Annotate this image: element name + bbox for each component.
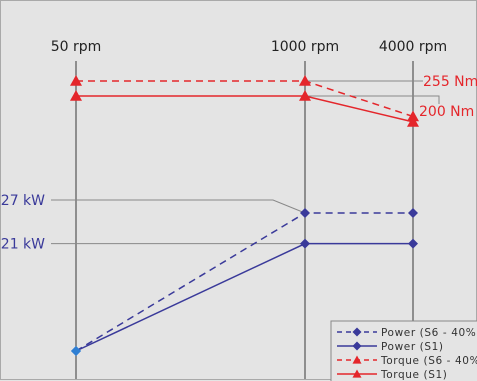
legend-triangle-marker: [352, 369, 362, 378]
series-markers: [70, 75, 419, 356]
power-marker: [300, 238, 310, 249]
legend-label: Torque (S6 - 40%): [380, 355, 477, 367]
rpm-tick-label: 50 rpm: [51, 39, 102, 55]
torque-marker: [299, 90, 311, 101]
torque-marker: [407, 110, 419, 122]
value-leader-lines: [51, 80, 440, 245]
series-line-2: [76, 80, 414, 118]
legend-diamond-marker: [352, 341, 362, 351]
torque-s1-value-label: 200 Nm: [419, 104, 474, 120]
power-origin-marker: [71, 346, 81, 356]
legend-label: Torque (S1): [380, 369, 447, 381]
rpm-tick-label: 1000 rpm: [271, 39, 339, 55]
torque-marker: [299, 75, 311, 86]
legend-diamond-marker: [352, 327, 362, 337]
legend: Power (S6 - 40%) Power (S1) Torque (S6 - 4…: [330, 320, 477, 381]
power-s6-value-label: 27 kW: [1, 193, 45, 209]
power-s1-value-label: 21 kW: [1, 237, 45, 253]
leader-27: [51, 199, 306, 214]
torque-marker: [70, 90, 82, 101]
series-lines: [75, 80, 414, 352]
leader-200: [305, 95, 440, 104]
legend-triangle-marker: [352, 355, 362, 364]
legend-label: Power (S6 - 40%): [381, 327, 477, 339]
torque-marker: [407, 115, 419, 127]
legend-label: Power (S1): [381, 341, 444, 353]
power-marker: [408, 208, 418, 218]
rpm-tick-labels: 50 rpm 1000 rpm 4000 rpm: [51, 39, 447, 55]
rpm-tick-label: 4000 rpm: [379, 39, 447, 55]
value-labels: 255 Nm 200 Nm 27 kW 21 kW: [1, 74, 477, 253]
torque-s6-value-label: 255 Nm: [423, 74, 477, 90]
power-marker: [408, 238, 418, 249]
torque-marker: [70, 75, 82, 86]
power-marker: [300, 208, 310, 218]
